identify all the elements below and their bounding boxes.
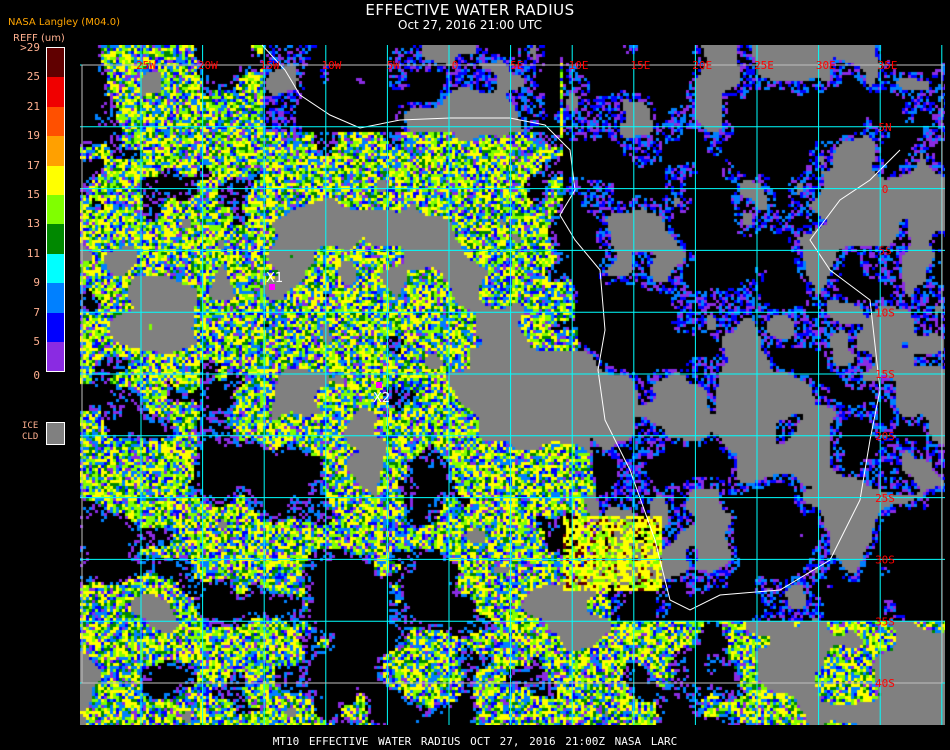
longitude-label: 15W (260, 59, 280, 72)
legend-label: 0 (33, 369, 40, 383)
map-title: EFFECTIVE WATER RADIUS (365, 1, 575, 19)
footer-caption: MT10 EFFECTIVE WATER RADIUS OCT 27, 2016… (272, 735, 678, 748)
latitude-label: 5N (878, 121, 891, 134)
legend-swatch (47, 165, 64, 195)
ice-cloud-label: ICE CLD (22, 421, 39, 442)
longitude-label: 35E (878, 59, 898, 72)
legend-label: 15 (26, 188, 40, 201)
legend-swatch (47, 136, 64, 166)
longitude-label: 10E (569, 59, 589, 72)
site-marker (376, 382, 382, 388)
latitude-label: 0 (882, 183, 889, 196)
legend-swatch (47, 106, 64, 137)
latitude-label: 40S (875, 677, 895, 690)
legend-label: 21 (26, 99, 40, 113)
latitude-label: 30S (875, 554, 895, 567)
coastline (261, 44, 901, 611)
latitude-label: 15S (875, 368, 895, 381)
longitude-label: 25W (136, 59, 156, 72)
longitude-label: 0 (452, 59, 459, 72)
latitude-label: 10S (875, 306, 895, 319)
ice-cloud-swatch (46, 422, 65, 445)
legend-swatch (47, 253, 64, 284)
legend-label: 17 (26, 158, 40, 172)
latitude-label: 35S (875, 615, 895, 628)
legend-swatch (47, 283, 64, 313)
longitude-label: 15E (630, 59, 650, 72)
longitude-label: 5E (510, 59, 523, 72)
organization-label: NASA Langley (M04.0) (8, 17, 120, 28)
longitude-label: 30E (816, 59, 836, 72)
latitude-label: 20S (875, 430, 895, 443)
legend-label: 11 (26, 246, 40, 260)
map-frame (81, 64, 943, 684)
latitude-label: 25S (875, 492, 895, 505)
legend-label: 5 (33, 335, 40, 348)
legend-swatch (47, 341, 64, 372)
longitude-label: 25E (754, 59, 774, 72)
legend-swatch (47, 312, 64, 342)
site-marker (269, 284, 275, 290)
longitude-label: 5W (387, 59, 401, 72)
legend-label: 9 (33, 276, 40, 290)
legend-swatch (47, 77, 64, 107)
units-label: REFF (um) (13, 33, 65, 44)
site-marker-label: X2 (373, 391, 390, 406)
legend-label: >29 (20, 41, 40, 54)
satellite-imagery (80, 45, 945, 725)
longitude-label: 20E (692, 59, 712, 72)
longitude-label: 20W (198, 59, 218, 72)
legend-label: 19 (26, 129, 40, 143)
color-legend (46, 47, 65, 373)
legend-label: 13 (26, 217, 40, 231)
legend-label: 25 (26, 70, 40, 84)
legend-label: 7 (33, 305, 40, 319)
map-subtitle: Oct 27, 2016 21:00 UTC (398, 18, 542, 32)
latitude-label: 5S (878, 245, 891, 258)
legend-swatch (47, 48, 64, 78)
longitude-label: 10W (321, 59, 341, 72)
legend-swatch (47, 224, 64, 254)
legend-swatch (47, 194, 64, 225)
site-marker-label: X1 (266, 271, 283, 286)
